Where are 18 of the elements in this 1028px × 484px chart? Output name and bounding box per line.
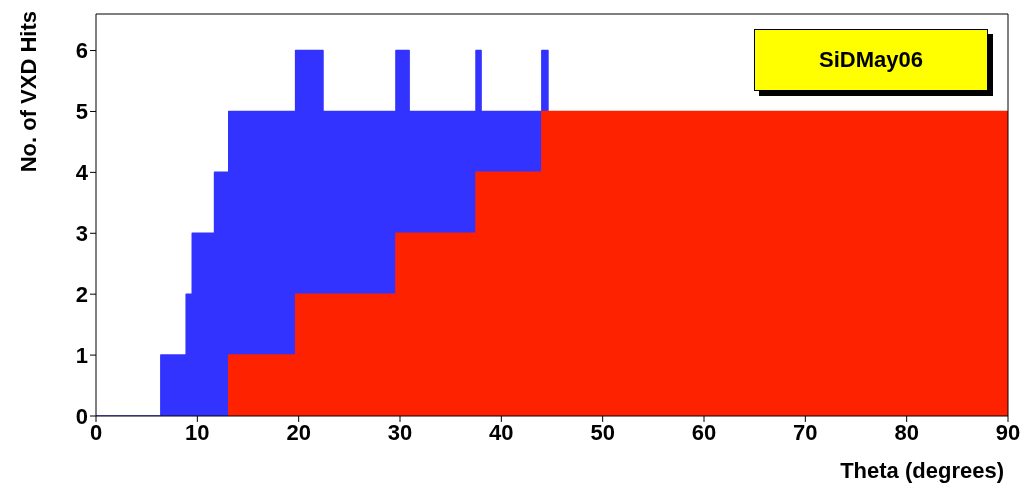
x-tick-label: 10 <box>185 419 210 445</box>
y-tick-label: 6 <box>75 38 88 64</box>
x-tick-label: 50 <box>590 419 615 445</box>
y-tick-label: 1 <box>75 342 88 368</box>
y-tick-label: 3 <box>75 221 88 247</box>
x-tick-label: 70 <box>793 419 818 445</box>
x-tick-label: 80 <box>894 419 919 445</box>
x-tick-label: 40 <box>489 419 514 445</box>
x-tick-label: 60 <box>691 419 717 445</box>
x-tick-label: 90 <box>995 419 1021 445</box>
x-tick-label: 20 <box>286 419 311 445</box>
y-tick-label: 2 <box>75 281 88 307</box>
y-tick-label: 4 <box>75 160 89 186</box>
x-tick-label: 30 <box>387 419 413 445</box>
y-tick-label: 5 <box>75 99 88 125</box>
x-axis-title: Theta (degrees) <box>840 458 1004 483</box>
y-tick-label: 0 <box>75 403 88 429</box>
y-axis-title: No. of VXD Hits <box>16 11 41 173</box>
